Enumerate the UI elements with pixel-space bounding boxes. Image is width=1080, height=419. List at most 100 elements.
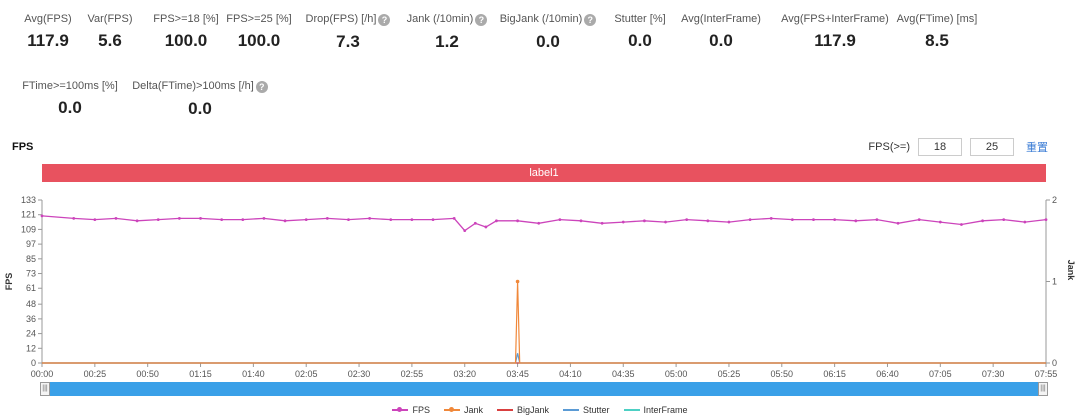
metric-value: 7.3 <box>336 32 360 51</box>
zoom-slider[interactable]: ||| ||| <box>40 382 1048 396</box>
zoom-handle-right[interactable]: ||| <box>1038 382 1048 396</box>
fps-point <box>833 218 837 222</box>
y-tick-label: 109 <box>21 224 36 234</box>
help-icon[interactable]: ? <box>378 14 391 26</box>
metric-value: 117.9 <box>814 31 856 50</box>
series-line-stutter <box>42 353 1046 364</box>
metric-label: Avg(FPS) <box>24 13 72 25</box>
fps-point <box>72 216 76 220</box>
series-line-jank <box>42 281 1046 364</box>
y-tick-label: 0 <box>31 358 36 368</box>
fps-point <box>727 220 731 224</box>
metric-item: FTime>=100ms [%] 0.0 <box>0 80 150 118</box>
metric-value: 0.0 <box>536 32 560 51</box>
legend-swatch <box>443 407 460 412</box>
legend-item[interactable]: BigJank <box>496 405 550 415</box>
metric-item: Avg(FTime) [ms] 8.5 <box>857 13 1017 51</box>
x-tick-label: 01:40 <box>242 369 265 379</box>
zoom-handle-left[interactable]: ||| <box>40 382 50 396</box>
x-tick-label: 02:05 <box>295 369 318 379</box>
fps-point <box>473 221 477 225</box>
fps-point <box>769 216 773 220</box>
legend-label: BigJank <box>516 405 550 415</box>
metric-item: Drop(FPS) [/h]? 7.3 <box>268 13 428 52</box>
legend-marker <box>448 407 454 412</box>
x-tick-label: 00:00 <box>31 369 54 379</box>
help-icon[interactable]: ? <box>475 14 488 26</box>
fps-point <box>600 221 604 225</box>
metric-label: Var(FPS) <box>87 13 133 25</box>
x-tick-label: 02:30 <box>348 369 371 379</box>
metric-value: 1.2 <box>435 32 459 51</box>
fps-point <box>199 216 202 220</box>
metric-item: Jank (/10min)? 1.2 <box>367 13 527 52</box>
metric-item: Avg(FPS) 117.9 <box>0 13 128 51</box>
fps-point <box>347 218 350 222</box>
metric-item: FPS>=18 [%] 100.0 <box>106 13 266 51</box>
x-tick-label: 05:50 <box>771 369 794 379</box>
metric-value: 100.0 <box>237 31 281 50</box>
threshold-input-1[interactable] <box>918 138 962 156</box>
x-tick-label: 06:15 <box>823 369 846 379</box>
legend-item[interactable]: FPS <box>392 405 430 415</box>
legend-item[interactable]: InterFrame <box>623 405 688 415</box>
metric-value: 5.6 <box>98 31 122 50</box>
x-tick-label: 04:10 <box>559 369 582 379</box>
metric-value: 0.0 <box>709 31 733 50</box>
reset-button[interactable]: 重置 <box>1026 142 1048 154</box>
fps-threshold-group: FPS(>=) 重置 <box>868 138 1048 156</box>
fps-point <box>558 218 562 222</box>
metric-item: Stutter [%] 0.0 <box>560 13 720 51</box>
fps-point <box>748 218 752 222</box>
fps-point <box>516 219 519 223</box>
fps-point <box>790 218 794 222</box>
metric-value: 117.9 <box>27 31 69 50</box>
fps-point <box>368 216 372 220</box>
fps-point <box>241 218 245 222</box>
legend-item[interactable]: Stutter <box>563 405 610 415</box>
legend-item[interactable]: Jank <box>443 405 483 415</box>
help-icon[interactable]: ? <box>255 81 268 93</box>
legend-swatch <box>496 409 513 411</box>
chart-legend: FPS Jank BigJank Stutter InterFrame <box>0 403 1080 415</box>
fps-point <box>896 221 900 225</box>
threshold-input-2[interactable] <box>970 138 1014 156</box>
fps-point <box>114 216 118 220</box>
metric-label: Delta(FTime)>100ms [/h]? <box>120 80 280 93</box>
fps-point <box>981 219 984 223</box>
fps-point <box>463 229 467 233</box>
fps-point <box>177 216 181 220</box>
metric-item: Var(FPS) 5.6 <box>30 13 190 51</box>
fps-point <box>537 221 541 225</box>
metric-label: FPS>=25 [%] <box>226 13 292 25</box>
series-line-fps <box>41 215 1047 232</box>
fps-point <box>960 223 963 226</box>
y2-axis-title: Jank <box>1066 260 1076 282</box>
y2-tick-label: 0 <box>1052 358 1057 368</box>
label-bar: label1 <box>42 164 1046 182</box>
legend-swatch <box>392 407 409 412</box>
metric-label: Avg(FPS+InterFrame) <box>781 13 889 25</box>
metric-item: Delta(FTime)>100ms [/h]? 0.0 <box>120 80 280 119</box>
metric-item: FPS>=25 [%] 100.0 <box>179 13 339 51</box>
fps-point <box>706 219 710 223</box>
y-tick-label: 48 <box>26 299 36 309</box>
fps-point <box>283 219 287 223</box>
metric-item: Avg(InterFrame) 0.0 <box>641 13 801 51</box>
zoom-track[interactable] <box>42 382 1046 396</box>
metric-label: Drop(FPS) [/h]? <box>268 13 428 26</box>
y2-tick-label: 1 <box>1052 277 1057 287</box>
metric-label: Avg(InterFrame) <box>681 13 761 25</box>
fps-point <box>220 218 224 222</box>
fps-point <box>495 219 498 223</box>
fps-point <box>812 218 815 222</box>
help-icon[interactable]: ? <box>584 14 597 26</box>
metric-item: Avg(FPS+InterFrame) 117.9 <box>755 13 915 51</box>
fps-point <box>304 218 308 222</box>
fps-point <box>40 214 44 218</box>
fps-point <box>1023 220 1027 224</box>
x-tick-label: 03:20 <box>453 369 476 379</box>
fps-point <box>854 219 858 223</box>
y-tick-label: 24 <box>26 329 36 339</box>
